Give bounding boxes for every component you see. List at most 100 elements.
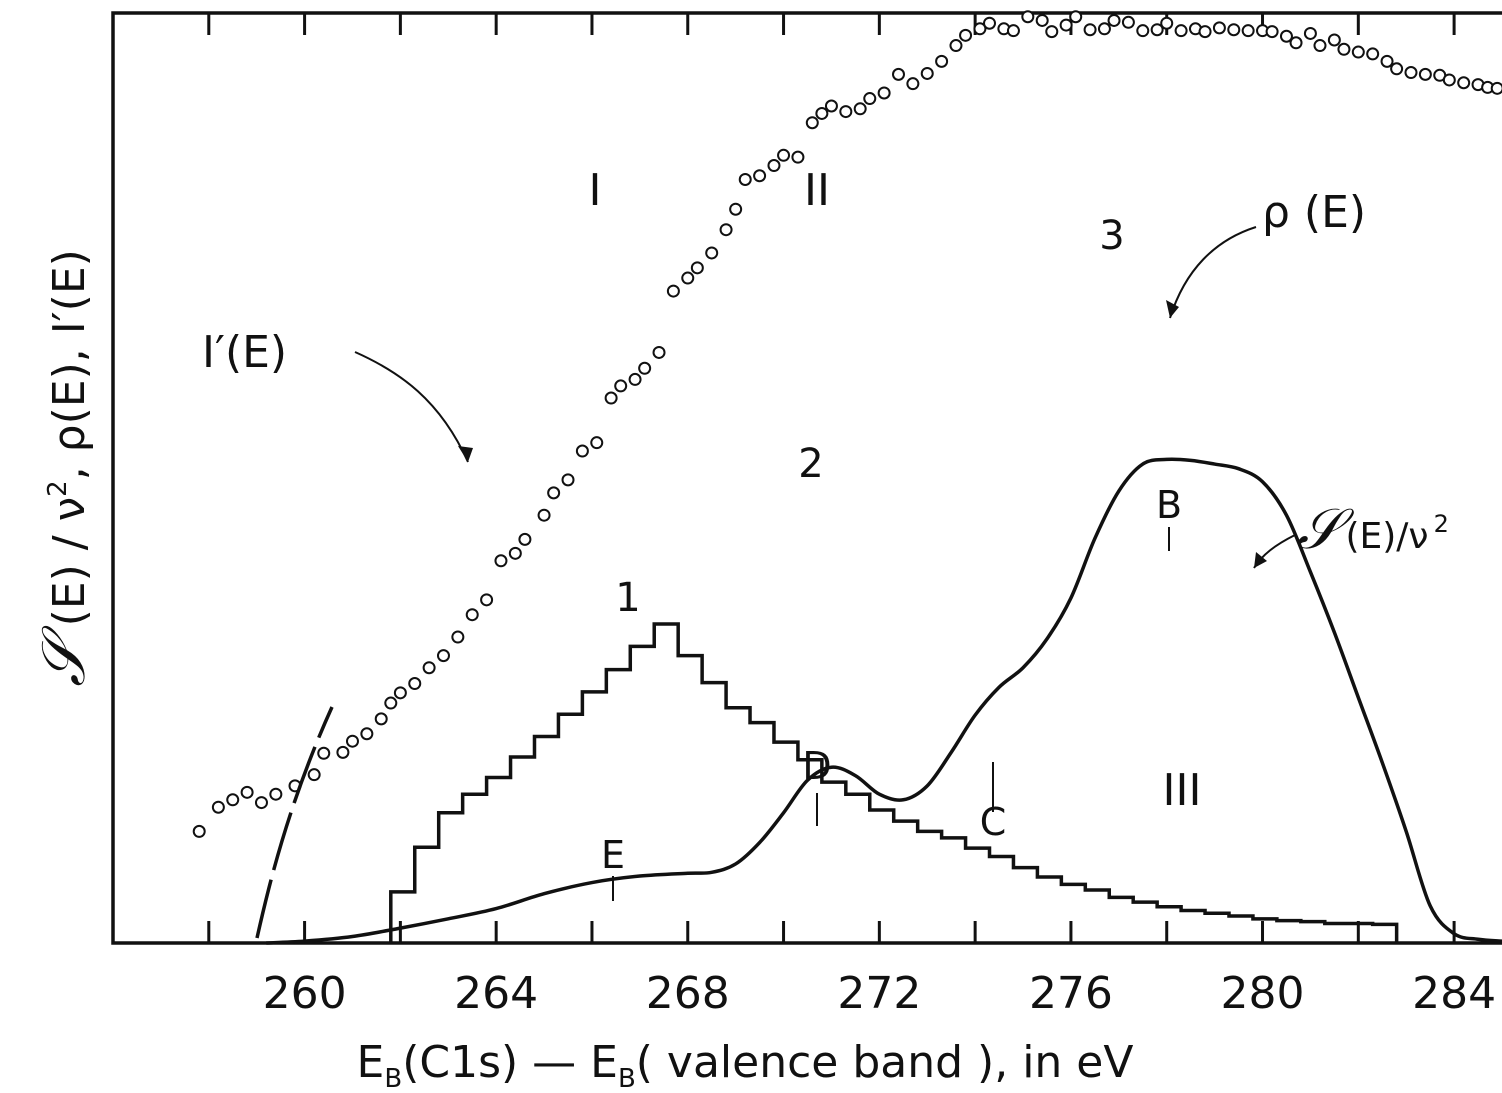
i-prime-point: [547, 486, 561, 500]
i-prime-point: [1021, 10, 1035, 24]
i-prime-point: [336, 745, 350, 759]
i-prime-point: [317, 746, 331, 760]
rho-arrow-line: [1169, 226, 1257, 319]
label-roman-I: I: [589, 165, 602, 216]
i-prime-point: [374, 712, 388, 726]
i-prime-point: [815, 106, 829, 120]
i-prime-point: [1490, 81, 1502, 95]
i-prime-point: [1097, 22, 1111, 36]
i-prime-point: [949, 39, 963, 53]
label-point-E: E: [601, 833, 625, 877]
i-prime-point: [1366, 47, 1380, 61]
i-prime-point: [681, 271, 695, 285]
i-prime-point: [705, 246, 719, 260]
i-prime-point: [638, 361, 652, 375]
i-prime-point: [360, 727, 374, 741]
rho-arrowhead: [1166, 300, 1179, 318]
i-prime-point: [1457, 76, 1471, 90]
label-roman-III: III: [1163, 765, 1202, 816]
label-s-sup: 2: [1434, 510, 1449, 538]
i-prime-point: [824, 99, 838, 113]
i-prime-point: [777, 148, 791, 162]
x-tick-label: 284: [1412, 968, 1496, 1019]
i-prime-point: [1198, 25, 1212, 39]
i-prime-arrow-line: [354, 351, 469, 463]
i-prime-point: [805, 116, 819, 130]
i-prime-point: [575, 444, 589, 458]
x-tick-label: 260: [263, 968, 347, 1019]
extrapolation-dashed-line: [255, 706, 334, 939]
i-prime-point: [408, 677, 422, 691]
label-peak-3: 3: [1099, 213, 1124, 259]
i-prime-point: [494, 554, 508, 568]
i-prime-point: [839, 105, 853, 119]
series-rho: [389, 622, 1399, 943]
i-prime-point: [1380, 54, 1394, 68]
label-s-curve: 𝒮 (E)/ν 2: [1297, 497, 1449, 562]
i-prime-point: [719, 223, 733, 237]
i-prime-point: [240, 785, 254, 799]
i-prime-point: [628, 372, 642, 386]
i-prime-point: [1279, 29, 1293, 43]
x-tick-label: 276: [1029, 968, 1113, 1019]
i-prime-arrowhead: [458, 446, 473, 462]
i-prime-point: [1083, 23, 1097, 37]
i-prime-point: [935, 54, 949, 68]
i-prime-point: [211, 800, 225, 814]
i-prime-point: [1303, 26, 1317, 40]
x-tick-label: 280: [1221, 968, 1305, 1019]
i-prime-point: [767, 159, 781, 173]
i-prime-point: [1136, 24, 1150, 38]
label-peak-2: 2: [798, 441, 823, 487]
i-prime-point: [1442, 73, 1456, 87]
i-prime-point: [690, 261, 704, 275]
i-prime-point: [973, 22, 987, 36]
i-prime-point: [1059, 18, 1073, 32]
i-prime-point: [753, 169, 767, 183]
i-prime-point: [436, 649, 450, 663]
i-prime-point: [1390, 62, 1404, 76]
i-prime-point: [1351, 45, 1365, 59]
i-prime-point: [480, 593, 494, 607]
i-prime-point: [1337, 42, 1351, 56]
i-prime-point: [863, 92, 877, 106]
label-roman-II: II: [804, 165, 830, 216]
i-prime-point: [192, 824, 206, 838]
i-prime-point: [1241, 24, 1255, 38]
i-prime-point: [226, 793, 240, 807]
i-prime-point: [892, 67, 906, 81]
rho-histogram: [389, 622, 1399, 943]
label-point-D: D: [802, 744, 831, 788]
i-prime-point: [345, 734, 359, 748]
series-i-prime: [192, 10, 1502, 838]
i-prime-point: [422, 661, 436, 675]
label-point-C: C: [980, 800, 1007, 844]
i-prime-point: [983, 16, 997, 30]
i-prime-point: [853, 102, 867, 116]
i-prime-point: [1045, 25, 1059, 39]
i-prime-point: [1212, 21, 1226, 35]
i-prime-point: [1418, 67, 1432, 81]
y-axis-label: 𝒮 (E) / ν2, ρ(E), I′(E): [29, 249, 99, 687]
i-prime-point: [307, 768, 321, 782]
i-prime-point: [1289, 36, 1303, 50]
x-tick-label: 264: [454, 968, 538, 1019]
i-prime-point: [1327, 33, 1341, 47]
label-s-rest: (E)/ν: [1345, 516, 1428, 557]
i-prime-point: [451, 630, 465, 644]
label-i-prime: I′(E): [202, 327, 287, 378]
i-prime-point: [666, 284, 680, 298]
x-tick-labels: 260 264 268 272 276 280 284: [263, 968, 1497, 1019]
i-prime-point: [393, 686, 407, 700]
i-prime-point: [959, 28, 973, 42]
i-prime-point: [738, 172, 752, 186]
i-prime-point: [590, 436, 604, 450]
i-prime-point: [877, 86, 891, 100]
i-prime-point: [1313, 39, 1327, 53]
axis-ticks: [207, 13, 1456, 943]
label-peak-1: 1: [615, 575, 640, 621]
i-prime-point: [1107, 13, 1121, 27]
label-point-B: B: [1156, 483, 1182, 527]
i-prime-point: [614, 379, 628, 393]
